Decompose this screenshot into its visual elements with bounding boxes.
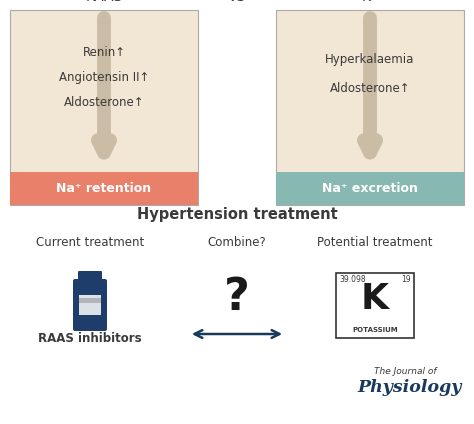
Text: Renin↑: Renin↑	[82, 45, 126, 59]
Bar	[276, 172, 464, 205]
Text: 39.098: 39.098	[339, 276, 365, 285]
Text: K: K	[361, 282, 389, 316]
FancyBboxPatch shape	[73, 279, 107, 331]
FancyBboxPatch shape	[78, 271, 102, 283]
Text: Hyperkalaemia: Hyperkalaemia	[325, 53, 415, 67]
Bar	[10, 172, 198, 205]
Text: Physiology: Physiology	[358, 379, 462, 396]
Text: The Journal of: The Journal of	[374, 368, 436, 377]
Text: ?: ?	[224, 276, 250, 318]
Text: POTASSIUM: POTASSIUM	[352, 327, 398, 334]
Bar	[79, 295, 101, 315]
Text: K⁺: K⁺	[362, 0, 378, 4]
Text: RAAS: RAAS	[85, 0, 123, 4]
Text: Na⁺ retention: Na⁺ retention	[56, 182, 152, 195]
Bar	[336, 273, 414, 338]
Bar	[10, 10, 198, 205]
Text: Aldosterone↑: Aldosterone↑	[64, 95, 144, 109]
Text: VS: VS	[228, 0, 246, 4]
Text: RAAS inhibitors: RAAS inhibitors	[38, 332, 142, 346]
Bar	[276, 10, 464, 205]
Text: Na⁺ excretion: Na⁺ excretion	[322, 182, 418, 195]
Text: Aldosterone↑: Aldosterone↑	[330, 81, 410, 95]
Text: Combine?: Combine?	[208, 235, 266, 248]
Text: 19: 19	[401, 276, 411, 285]
Text: Potential treatment: Potential treatment	[317, 235, 433, 248]
Bar	[79, 298, 101, 303]
Text: Current treatment: Current treatment	[36, 235, 144, 248]
Text: Angiotensin II↑: Angiotensin II↑	[59, 70, 149, 84]
Text: Hypertension treatment: Hypertension treatment	[137, 207, 337, 223]
